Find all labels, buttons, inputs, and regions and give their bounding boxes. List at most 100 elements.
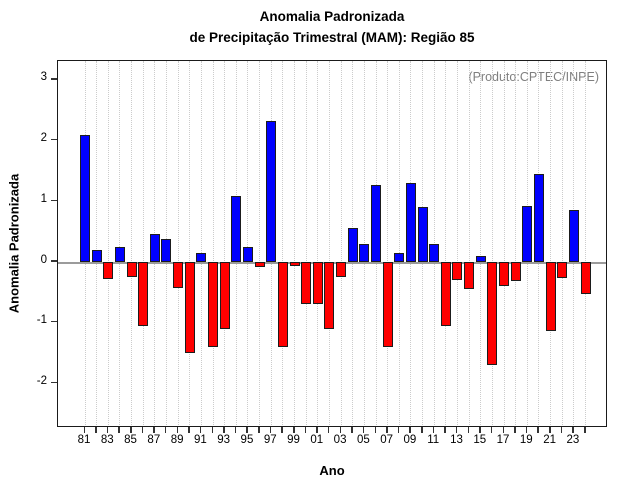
gridline-90 (189, 61, 191, 425)
x-tick-label-87: 87 (147, 434, 161, 446)
gridline-86 (142, 61, 144, 425)
x-tick-12 (444, 427, 446, 433)
y-tick--1 (51, 320, 57, 323)
x-tick-86 (141, 427, 144, 433)
x-tick-label-03: 03 (333, 434, 347, 446)
x-tick-96 (258, 427, 260, 433)
y-tick--2 (51, 381, 57, 384)
gridline-02 (328, 61, 330, 425)
x-tick-00 (304, 427, 307, 433)
bar-22 (557, 262, 568, 278)
x-tick-20 (537, 427, 539, 433)
x-axis-tick-labels: 81 83 85 87 89 91 93 95 97 99 01 03 05 07 09 11 13 15 17 19… (57, 434, 607, 450)
bar-17 (499, 262, 510, 287)
bar-92 (208, 262, 219, 347)
x-tick-label-83: 83 (100, 434, 114, 446)
bar-88 (161, 238, 172, 262)
x-tick-87 (153, 427, 155, 433)
x-tick-label-15: 15 (473, 434, 487, 446)
bar-96 (254, 262, 265, 267)
gridline-03 (340, 61, 342, 425)
x-tick-85 (130, 427, 132, 433)
bar-19 (522, 206, 533, 262)
x-tick-07 (386, 427, 388, 433)
x-tick-08 (397, 427, 400, 433)
gridline-12 (445, 61, 447, 425)
y-axis-ticks: -2 -1 0 1 2 3 (0, 0, 57, 500)
gridline-95 (247, 61, 249, 425)
x-tick-label-07: 07 (380, 434, 394, 446)
gridline-93 (224, 61, 226, 425)
x-tick-84 (118, 427, 120, 433)
y-tick-label--2: -2 (36, 374, 47, 387)
x-tick-09 (409, 427, 411, 433)
gridline-84 (119, 61, 121, 425)
gridline-05 (363, 61, 365, 425)
bar-83 (103, 262, 114, 279)
x-tick-label-91: 91 (193, 434, 207, 446)
x-tick-label-01: 01 (310, 434, 324, 446)
x-tick-04 (351, 427, 353, 433)
x-tick-label-95: 95 (240, 434, 254, 446)
bar-10 (417, 207, 428, 262)
x-tick-label-89: 89 (170, 434, 184, 446)
bar-91 (196, 252, 207, 262)
x-tick-label-09: 09 (403, 434, 417, 446)
x-tick-17 (502, 427, 505, 433)
y-tick-label-0: 0 (40, 253, 47, 266)
bar-14 (464, 262, 475, 289)
x-tick-label-81: 81 (77, 434, 91, 446)
bar-00 (301, 262, 312, 305)
gridline-85 (131, 61, 133, 425)
bar-21 (545, 262, 556, 331)
bar-05 (359, 243, 370, 262)
gridline-16 (491, 61, 493, 425)
bar-15 (475, 255, 486, 262)
x-tick-label-05: 05 (356, 434, 370, 446)
bar-87 (149, 234, 160, 262)
x-axis-title: Ano (319, 463, 345, 478)
x-tick-99 (293, 427, 295, 433)
gridline-17 (503, 61, 505, 425)
gridline-22 (561, 61, 563, 425)
gridline-83 (107, 61, 109, 425)
x-tick-90 (188, 427, 190, 433)
bar-01 (312, 262, 323, 305)
y-tick-2 (51, 138, 57, 141)
x-tick-label-21: 21 (543, 434, 556, 446)
y-tick-1 (51, 199, 57, 202)
bar-08 (394, 252, 405, 262)
bar-89 (173, 262, 184, 289)
bar-03 (336, 262, 347, 277)
gridline-96 (259, 61, 261, 425)
y-tick-label-3: 3 (40, 71, 47, 84)
bar-18 (510, 262, 521, 281)
x-tick-91 (199, 427, 202, 433)
x-axis-ticks (57, 427, 607, 434)
x-tick-95 (246, 427, 248, 433)
bar-90 (184, 262, 195, 353)
y-axis-title: Anomalia Padronizada (6, 173, 22, 314)
chart-title: Anomalia Padronizada de Precipitação Tri… (57, 6, 607, 48)
x-tick-15 (479, 427, 481, 433)
x-tick-label-99: 99 (287, 434, 300, 446)
gridline-11 (433, 61, 435, 425)
x-tick-06 (374, 427, 376, 433)
x-tick-98 (281, 427, 283, 433)
x-tick-89 (176, 427, 179, 433)
bar-20 (533, 174, 544, 262)
chart-title-line1: Anomalia Padronizada (259, 9, 405, 24)
x-tick-03 (339, 427, 342, 433)
x-tick-02 (327, 427, 330, 433)
x-tick-13 (455, 427, 458, 433)
gridline-98 (282, 61, 284, 425)
bar-86 (138, 262, 149, 326)
x-tick-label-23: 23 (566, 434, 580, 446)
bar-07 (382, 262, 393, 347)
x-tick-05 (362, 427, 365, 433)
gridline-00 (305, 61, 307, 425)
x-tick-19 (525, 427, 528, 433)
x-tick-21 (549, 427, 551, 433)
x-tick-label-85: 85 (124, 434, 137, 446)
